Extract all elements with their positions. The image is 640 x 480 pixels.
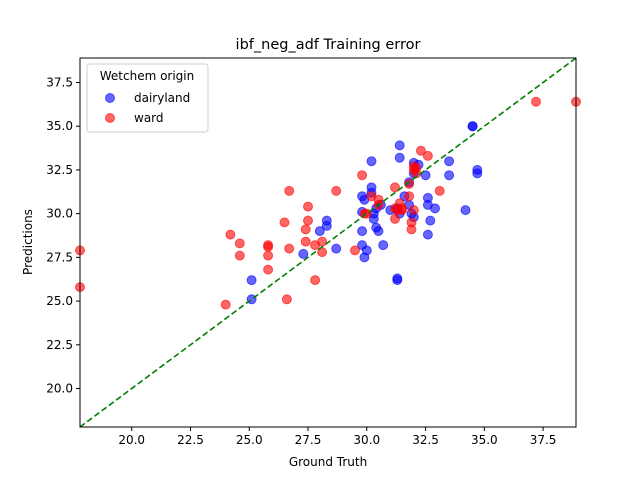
- point-dairyland: [430, 203, 440, 214]
- point-ward: [390, 182, 400, 193]
- point-dairyland: [373, 226, 384, 237]
- point-ward: [404, 178, 415, 189]
- point-dairyland: [422, 229, 433, 240]
- point-dairyland: [460, 205, 471, 216]
- point-ward: [408, 205, 419, 216]
- legend-title: Wetchem origin: [100, 69, 195, 83]
- point-ward: [284, 185, 295, 196]
- y-tick-label: 20.0: [46, 382, 73, 396]
- x-tick-label: 25.0: [236, 433, 263, 447]
- point-ward: [390, 213, 400, 224]
- y-tick-label: 22.5: [46, 338, 73, 352]
- point-dairyland: [467, 121, 478, 132]
- y-tick-label: 25.0: [46, 294, 73, 308]
- y-tick-label: 37.5: [46, 75, 73, 89]
- point-ward: [531, 96, 541, 107]
- plot-area: 20.0 22.5 25.0 27.5 30.0 32.5 35.0 37.5 20.0 22.5…: [46, 57, 581, 447]
- point-dairyland: [420, 170, 431, 181]
- legend-label-ward: ward: [134, 111, 164, 125]
- point-dairyland: [246, 275, 257, 286]
- legend-marker-dairyland: [105, 93, 115, 103]
- point-ward: [406, 217, 417, 228]
- point-ward: [422, 150, 433, 161]
- point-dairyland: [392, 275, 403, 286]
- x-tick-label: 35.0: [471, 433, 498, 447]
- point-ward: [234, 250, 245, 261]
- point-ward: [331, 185, 342, 196]
- y-tick-label: 32.5: [46, 163, 73, 177]
- point-dairyland: [425, 215, 436, 226]
- x-tick-label: 32.5: [412, 433, 439, 447]
- point-dairyland: [394, 152, 405, 163]
- point-dairyland: [366, 156, 377, 167]
- chart-title: ibf_neg_adf Training error: [236, 37, 421, 53]
- x-axis-label: Ground Truth: [289, 455, 367, 469]
- point-ward: [350, 245, 360, 256]
- point-ward: [284, 243, 295, 254]
- point-ward: [303, 215, 313, 226]
- point-dairyland: [366, 182, 377, 193]
- x-tick-label: 27.5: [295, 433, 322, 447]
- point-ward: [357, 170, 368, 181]
- point-ward: [279, 217, 290, 228]
- point-dairyland: [298, 248, 309, 259]
- point-ward: [303, 201, 313, 212]
- point-dairyland: [357, 226, 368, 237]
- legend-label-dairyland: dairyland: [134, 91, 190, 105]
- point-dairyland: [321, 215, 332, 226]
- point-ward: [434, 185, 445, 196]
- reference-line: [79, 57, 577, 428]
- point-dairyland: [444, 170, 455, 181]
- point-ward: [404, 191, 415, 202]
- point-ward: [310, 275, 321, 286]
- point-dairyland: [378, 240, 389, 251]
- point-ward: [373, 194, 384, 205]
- x-tick-label: 22.5: [177, 433, 204, 447]
- point-ward: [415, 145, 426, 156]
- point-dairyland: [331, 243, 342, 254]
- y-tick-label: 27.5: [46, 250, 73, 264]
- point-dairyland: [357, 191, 368, 202]
- point-ward: [300, 236, 311, 247]
- point-dairyland: [361, 245, 372, 256]
- point-dairyland: [394, 140, 405, 151]
- point-ward: [220, 299, 231, 310]
- y-axis-label: Predictions: [21, 209, 35, 275]
- y-tick-label: 30.0: [46, 207, 73, 221]
- point-ward: [263, 264, 274, 275]
- point-ward: [300, 224, 311, 235]
- axes-frame: [79, 57, 577, 428]
- point-dairyland: [422, 192, 433, 203]
- legend-marker-ward: [105, 113, 115, 123]
- point-dairyland: [314, 226, 325, 237]
- x-tick-label: 20.0: [118, 433, 145, 447]
- point-dairyland: [444, 156, 455, 167]
- point-ward: [281, 294, 292, 305]
- legend: Wetchem origin dairyland ward: [86, 63, 209, 133]
- point-dairyland: [472, 168, 483, 179]
- point-ward: [234, 238, 245, 249]
- point-ward: [263, 250, 274, 261]
- x-tick-label: 30.0: [353, 433, 380, 447]
- legend-frame: [86, 63, 209, 133]
- x-tick-label: 37.5: [530, 433, 557, 447]
- point-ward: [317, 236, 328, 247]
- point-ward: [397, 203, 407, 214]
- point-ward: [225, 229, 236, 240]
- y-tick-label: 35.0: [46, 119, 73, 133]
- point-ward: [263, 240, 274, 251]
